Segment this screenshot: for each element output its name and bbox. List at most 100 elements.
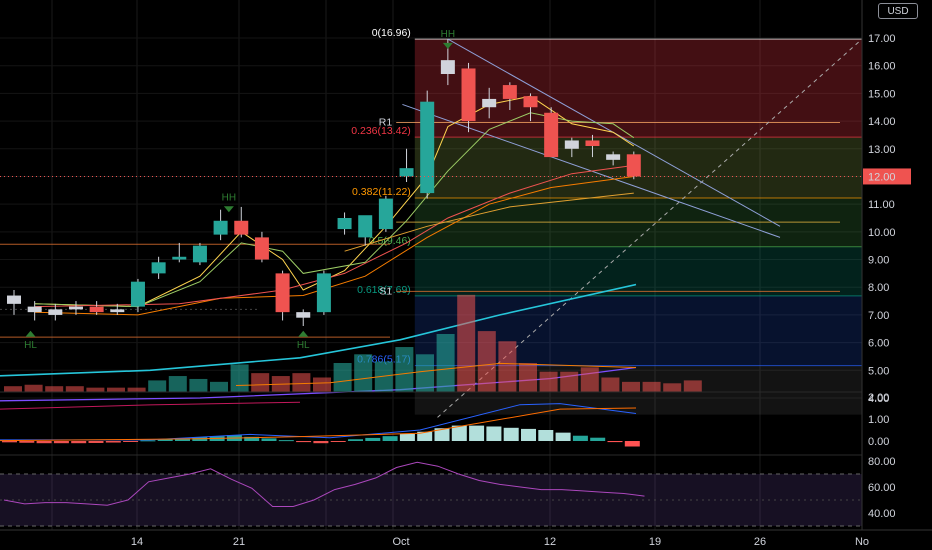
volume-bar [477,331,496,392]
volume-ma [235,362,637,386]
ma-medium-red [34,164,634,308]
candle-body [254,237,269,260]
macd-hist-bar [123,441,139,442]
macd-hist-bar [572,435,588,441]
swing-marker-down [223,206,234,213]
macd-hist-bar [521,428,536,441]
volume-bar [374,361,393,392]
x-tick-label: Oct [392,536,409,548]
volume-bar [519,363,537,392]
macd-hist-bar [71,441,87,444]
y-tick-label: 16.00 [868,61,896,73]
candle-body [151,262,166,274]
volume-bar [4,386,22,392]
candle-body [585,140,600,146]
volume-bar [251,373,270,392]
volume-bar [498,341,517,392]
candle-body [192,245,207,263]
volume-bar [127,387,146,392]
swing-label-hl: HL [297,340,310,351]
candle-body [234,220,249,235]
volume-bar [395,347,414,392]
volume-bar [333,363,352,392]
candle-body [130,281,145,307]
candle-body [89,306,104,313]
macd-hist-bar [434,428,450,441]
x-tick-label: 26 [754,536,766,548]
macd-hist-bar [538,430,554,441]
candle-body [544,112,559,158]
volume-bar [24,384,43,392]
macd-hist-bar [244,436,260,441]
volume-bar [168,376,187,392]
macd-hist-bar [140,440,156,442]
rsi-tick-label: 40.00 [868,508,896,520]
y-tick-label: 4.00 [868,393,889,405]
candle-body [523,96,538,108]
macd-hist-bar [348,439,363,441]
candle-body [110,309,125,313]
swing-marker-up [25,330,36,337]
macd-hist-bar [261,438,277,441]
macd-hist-bar [53,441,69,444]
volume-bar [622,381,640,392]
fib-label-3: 0.5(9.46) [369,235,411,247]
volume-bar [436,334,455,392]
candle-body [502,85,517,99]
macd-hist-bar [486,426,502,441]
ma-short-green [34,112,635,308]
ma-long-magenta [0,401,301,410]
y-tick-label: 13.00 [868,144,896,156]
y-tick-label: 9.00 [868,255,889,267]
volume-bar [663,383,682,392]
macd-hist-bar [278,440,294,442]
volume-bar [313,377,331,392]
candle-body [461,68,476,122]
candle-body [48,309,63,315]
candle-body [27,306,42,313]
currency-badge[interactable]: USD [878,3,918,19]
volume-bar [148,380,167,392]
volume-bar [189,378,208,392]
volume-bar [683,380,702,392]
y-tick-label: 14.00 [868,116,896,128]
candle-body [172,256,187,260]
rsi-band [0,474,862,526]
swing-label-hl: HL [24,340,37,351]
macd-hist-bar [296,441,312,443]
fib-zone-3 [414,246,862,296]
macd-hist-bar [105,441,121,443]
rsi-tick-label: 80.00 [868,456,896,468]
last-price-label: 12.00 [868,171,896,183]
candle-body [399,168,414,177]
candle-body [564,140,579,149]
fib-label-1: 0.236(13.42) [351,125,411,137]
swing-marker-down [442,42,453,49]
x-tick-label: 21 [233,536,245,548]
macd-hist-bar [19,441,35,443]
candle-body [213,220,228,235]
candle-body [420,101,435,194]
macd-hist-bar [399,433,415,441]
swing-label-hh: HH [441,29,455,40]
fib-label-2: 0.382(11.22) [352,186,411,198]
macd-hist-bar [503,427,519,441]
candle-body [296,312,311,318]
swing-label-hh: HH [222,192,236,203]
candle-body [316,273,331,313]
macd-tick-label: 1.00 [868,414,889,426]
volume-bar [416,354,434,392]
macd-hist-bar [36,441,52,444]
candle-body [275,273,290,313]
volume-bar [601,377,620,392]
fib-trend-diagonal [437,38,863,418]
macd-hist-bar [469,425,485,441]
macd-hist-bar [2,441,17,443]
x-tick-label: 19 [649,536,661,548]
pivot-label-2: S1 [379,285,392,297]
volume-bar [86,387,105,392]
macd-hist-bar [88,441,104,443]
volume-bar [65,386,84,392]
